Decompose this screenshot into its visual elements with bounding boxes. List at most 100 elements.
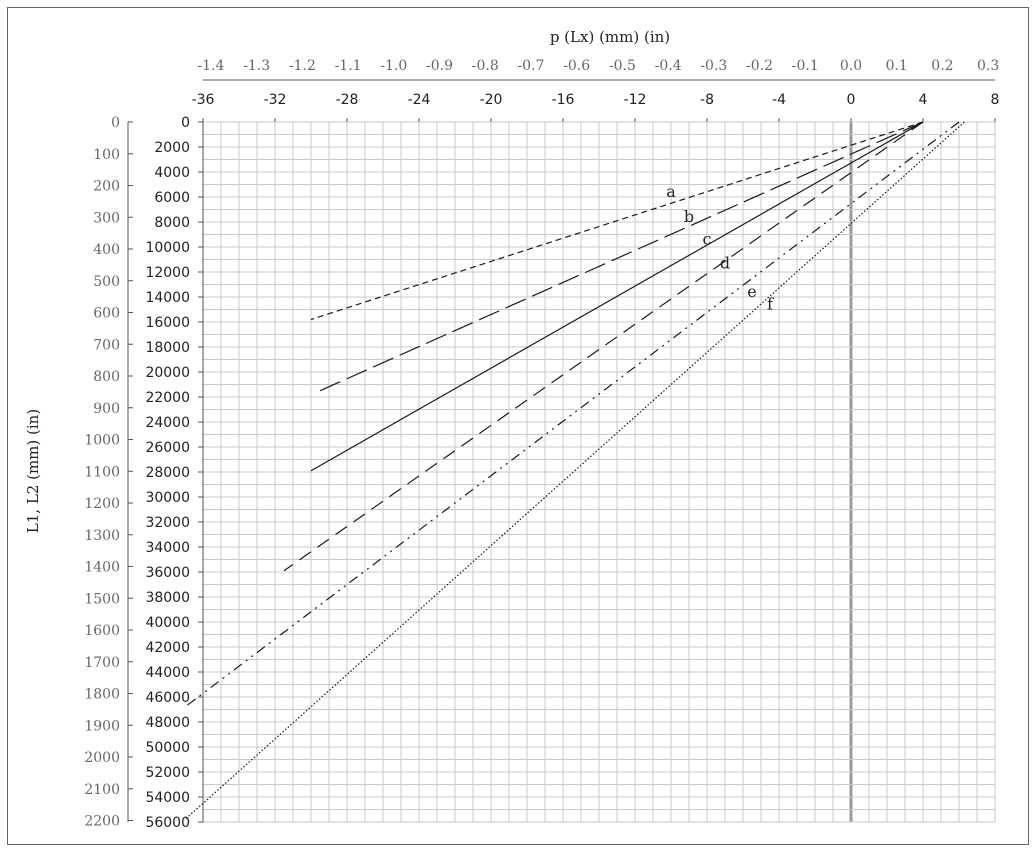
series-label-f: f (767, 295, 774, 314)
x-in-tick-label: 0.2 (931, 58, 953, 74)
x-in-tick-label: -1.3 (243, 58, 270, 74)
y-mm-tick-label: 4000 (154, 165, 190, 181)
y-in-tick-label: 0 (111, 115, 120, 131)
x-in-tick-label: -0.2 (746, 58, 773, 74)
x-in-tick-label: -1.1 (335, 58, 362, 74)
x-in-tick-label: -0.5 (609, 58, 636, 74)
series-line-e (184, 121, 960, 708)
y-mm-tick-label: 26000 (145, 440, 190, 456)
y-mm-tick-label: 46000 (145, 690, 190, 706)
y-in-tick-label: 2000 (84, 750, 120, 766)
series-group (184, 121, 965, 820)
x-in-tick-label: -0.3 (700, 58, 727, 74)
y-mm-tick-label: 0 (181, 115, 190, 131)
y-axis-label: L1, L2 (mm) (in) (24, 409, 42, 533)
y-mm-tick-label: 40000 (145, 615, 190, 631)
axes: -36 -32 -28 -24 -20 -16 -12 -8 -4 0 4 8 -1.4 -1.3 -1.2… (84, 58, 999, 831)
y-in-tick-label: 700 (93, 337, 120, 353)
chart-frame (7, 7, 1029, 845)
y-mm-tick-label: 18000 (145, 340, 190, 356)
y-mm-tick-label: 52000 (145, 765, 190, 781)
x-in-tick-label: -0.6 (563, 58, 590, 74)
x-in-tick-label: 0.3 (977, 58, 999, 74)
grid (202, 121, 996, 823)
x-in-tick-label: -1.4 (197, 58, 224, 74)
y-in-tick-label: 100 (93, 147, 120, 163)
y-mm-tick-label: 34000 (145, 540, 190, 556)
y-in-tick-label: 2200 (84, 814, 120, 830)
y-in-tick-label: 1900 (84, 718, 120, 734)
x-in-tick-label: -0.8 (472, 58, 499, 74)
x-mm-tick-label: -20 (480, 92, 503, 108)
x-axis-label: p (Lx) (mm) (in) (550, 28, 670, 46)
y-mm-tick-label: 24000 (145, 415, 190, 431)
y-mm-tick-label: 16000 (145, 315, 190, 331)
y-mm-tick-label: 8000 (154, 215, 190, 231)
x-mm-tick-label: 4 (919, 92, 928, 108)
y-mm-tick-label: 48000 (145, 715, 190, 731)
y-in-tick-label: 200 (93, 179, 120, 195)
x-mm-tick-label: -32 (264, 92, 287, 108)
x-in-tick-label: 0.0 (840, 58, 862, 74)
x-in-tick-label: -0.7 (517, 58, 544, 74)
x-mm-tick-label: -24 (408, 92, 431, 108)
y-mm-tick-label: 20000 (145, 365, 190, 381)
series-line-a (310, 121, 924, 321)
x-mm-tick-label: -4 (772, 92, 786, 108)
y-in-tick-label: 2100 (84, 782, 120, 798)
series-label-c: c (703, 230, 712, 249)
series-label-d: d (720, 253, 730, 272)
series-label-b: b (684, 207, 694, 226)
y-in-tick-label: 1700 (84, 655, 120, 671)
x-in-tick-label: 0.1 (886, 58, 908, 74)
x-mm-tick-label: 8 (991, 92, 1000, 108)
y-in-tick-label: 500 (93, 274, 120, 290)
y-mm-tick-label: 30000 (145, 490, 190, 506)
series-line-c (310, 121, 924, 472)
x-mm-tick-label: -12 (624, 92, 647, 108)
x-mm-tick-label: -8 (700, 92, 714, 108)
y-in-tick-label: 1400 (84, 560, 120, 576)
y-mm-tick-label: 36000 (145, 565, 190, 581)
y-mm-tick-label: 50000 (145, 740, 190, 756)
y-in-tick-label: 1500 (84, 591, 120, 607)
y-mm-tick-label: 10000 (145, 240, 190, 256)
y-mm-tick-label: 22000 (145, 390, 190, 406)
x-mm-tick-label: 0 (847, 92, 856, 108)
y-mm-tick-label: 44000 (145, 665, 190, 681)
x-in-tick-label: -1.2 (289, 58, 316, 74)
x-mm-tick-label: -16 (552, 92, 575, 108)
y-in-tick-label: 1000 (84, 433, 120, 449)
x-mm-tick-label: -36 (192, 92, 215, 108)
y-mm-tick-label: 6000 (154, 190, 190, 206)
y-in-tick-label: 400 (93, 242, 120, 258)
series-label-e: e (747, 282, 756, 301)
series-line-d (283, 121, 924, 572)
series-label-a: a (666, 182, 676, 201)
y-in-tick-label: 1300 (84, 528, 120, 544)
y-mm-tick-label: 54000 (145, 790, 190, 806)
series-line-b (319, 121, 924, 392)
y-mm-tick-label: 2000 (154, 140, 190, 156)
y-mm-tick-label: 38000 (145, 590, 190, 606)
y-in-tick-label: 1600 (84, 623, 120, 639)
y-in-tick-label: 300 (93, 210, 120, 226)
y-mm-tick-label: 12000 (145, 265, 190, 281)
x-in-tick-label: -0.4 (655, 58, 682, 74)
y-mm-tick-label: 56000 (145, 815, 190, 831)
y-in-tick-label: 900 (93, 401, 120, 417)
y-mm-tick-label: 42000 (145, 640, 190, 656)
y-in-tick-label: 1100 (84, 464, 120, 480)
x-in-tick-label: -0.9 (426, 58, 453, 74)
x-in-tick-label: -1.0 (380, 58, 407, 74)
y-mm-tick-label: 28000 (145, 465, 190, 481)
y-in-tick-label: 1200 (84, 496, 120, 512)
y-mm-tick-label: 14000 (145, 290, 190, 306)
y-in-tick-label: 600 (93, 306, 120, 322)
x-mm-tick-label: -28 (336, 92, 359, 108)
y-in-tick-label: 1800 (84, 687, 120, 703)
y-in-tick-label: 800 (93, 369, 120, 385)
series-line-f (184, 121, 965, 820)
